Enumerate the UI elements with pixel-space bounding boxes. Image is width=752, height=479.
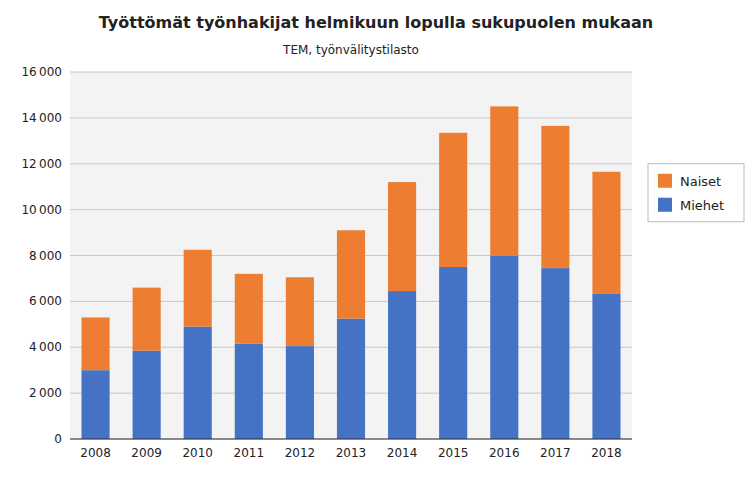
x-tick-label: 2017 [540,446,571,460]
legend-swatch [658,174,672,188]
y-tick-label: 8 000 [29,249,62,263]
chart-svg: Työttömät työnhakijat helmikuun lopulla … [0,0,752,479]
bar [286,346,314,439]
bar [235,274,263,344]
x-tick-label: 2016 [489,446,520,460]
y-tick-label: 10 000 [21,203,62,217]
y-tick-label: 14 000 [21,111,62,125]
y-tick-label: 2 000 [29,386,62,400]
legend-frame [648,164,744,222]
x-tick-label: 2012 [285,446,316,460]
bar [133,288,161,351]
bar [439,267,467,439]
bar [184,327,212,439]
x-tick-label: 2009 [131,446,162,460]
bar [337,319,365,439]
bar [81,317,109,370]
y-tick-label: 0 [54,432,62,446]
bar [286,277,314,346]
bar [235,344,263,439]
x-tick-label: 2014 [387,446,418,460]
y-tick-label: 4 000 [29,340,62,354]
bar [592,293,620,439]
bar [81,370,109,439]
bar [592,172,620,294]
bar [541,268,569,439]
x-tick-label: 2011 [234,446,265,460]
grid-line [70,72,632,73]
plot-background [70,72,632,439]
chart-container: Työttömät työnhakijat helmikuun lopulla … [0,0,752,479]
y-tick-label: 16 000 [21,65,62,79]
x-tick-label: 2018 [591,446,622,460]
bar [490,106,518,255]
x-tick-label: 2010 [182,446,213,460]
x-tick-label: 2013 [336,446,367,460]
grid-line [70,117,632,118]
bar [184,250,212,327]
legend-label: Miehet [680,198,724,213]
subtitle: TEM, työnvälitystilasto [282,43,419,57]
legend: Naiset Miehet [648,164,744,222]
legend-swatch [658,198,672,212]
bar [541,126,569,268]
bar [388,291,416,439]
bar [490,256,518,440]
title: Työttömät työnhakijat helmikuun lopulla … [99,13,653,32]
bar [388,182,416,291]
x-tick-label: 2008 [80,446,111,460]
grid-line [70,439,632,440]
legend-label: Naiset [680,174,721,189]
x-tick-label: 2015 [438,446,469,460]
bar [337,230,365,318]
y-tick-label: 12 000 [21,157,62,171]
y-tick-label: 6 000 [29,294,62,308]
bars [81,106,620,439]
x-axis-line [70,439,632,440]
bar [133,351,161,439]
bar [439,133,467,267]
